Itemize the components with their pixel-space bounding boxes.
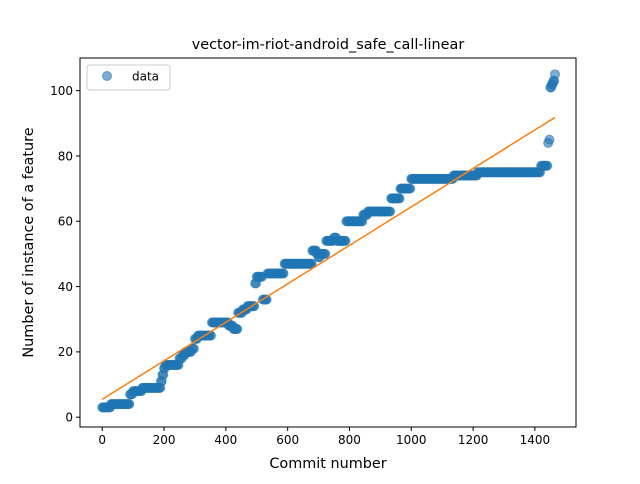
x-axis-ticks: 0 200 400 600 800 1000 1200 1400 bbox=[98, 427, 550, 447]
axes-frame bbox=[79, 57, 577, 428]
data-point bbox=[549, 69, 560, 80]
y-axis-ticks: 0 20 40 60 80 100 bbox=[50, 84, 80, 425]
x-tick-label: 400 bbox=[214, 433, 237, 447]
x-axis-label: Commit number bbox=[269, 456, 386, 472]
fit-line bbox=[101, 116, 556, 400]
y-axis-label: Number of instance of a feature bbox=[21, 127, 37, 357]
legend-label-data: data bbox=[132, 70, 159, 84]
legend-marker-data bbox=[102, 71, 112, 81]
data-point bbox=[124, 399, 135, 410]
x-tick-label: 1400 bbox=[520, 433, 551, 447]
y-tick-label: 80 bbox=[58, 149, 73, 163]
data-point bbox=[320, 248, 331, 259]
chart-title: vector-im-riot-android_safe_call-linear bbox=[192, 37, 465, 53]
data-point bbox=[188, 343, 199, 354]
y-tick-label: 100 bbox=[50, 84, 73, 98]
x-tick-label: 0 bbox=[98, 433, 106, 447]
x-tick-label: 200 bbox=[153, 433, 176, 447]
data-point bbox=[544, 134, 555, 145]
legend: data bbox=[86, 64, 171, 91]
y-tick-label: 60 bbox=[58, 215, 73, 229]
data-point bbox=[278, 268, 289, 279]
x-tick-label: 1000 bbox=[396, 433, 427, 447]
plot-layer bbox=[97, 69, 560, 413]
data-point bbox=[232, 324, 243, 335]
data-point bbox=[542, 160, 553, 171]
data-point bbox=[394, 193, 405, 204]
data-point bbox=[385, 206, 396, 217]
x-tick-label: 600 bbox=[276, 433, 299, 447]
x-tick-label: 1200 bbox=[458, 433, 489, 447]
data-point bbox=[340, 235, 351, 246]
y-tick-label: 0 bbox=[65, 411, 73, 425]
x-tick-label: 800 bbox=[338, 433, 361, 447]
y-tick-label: 40 bbox=[58, 280, 73, 294]
y-tick-label: 20 bbox=[58, 345, 73, 359]
data-point bbox=[405, 183, 416, 194]
